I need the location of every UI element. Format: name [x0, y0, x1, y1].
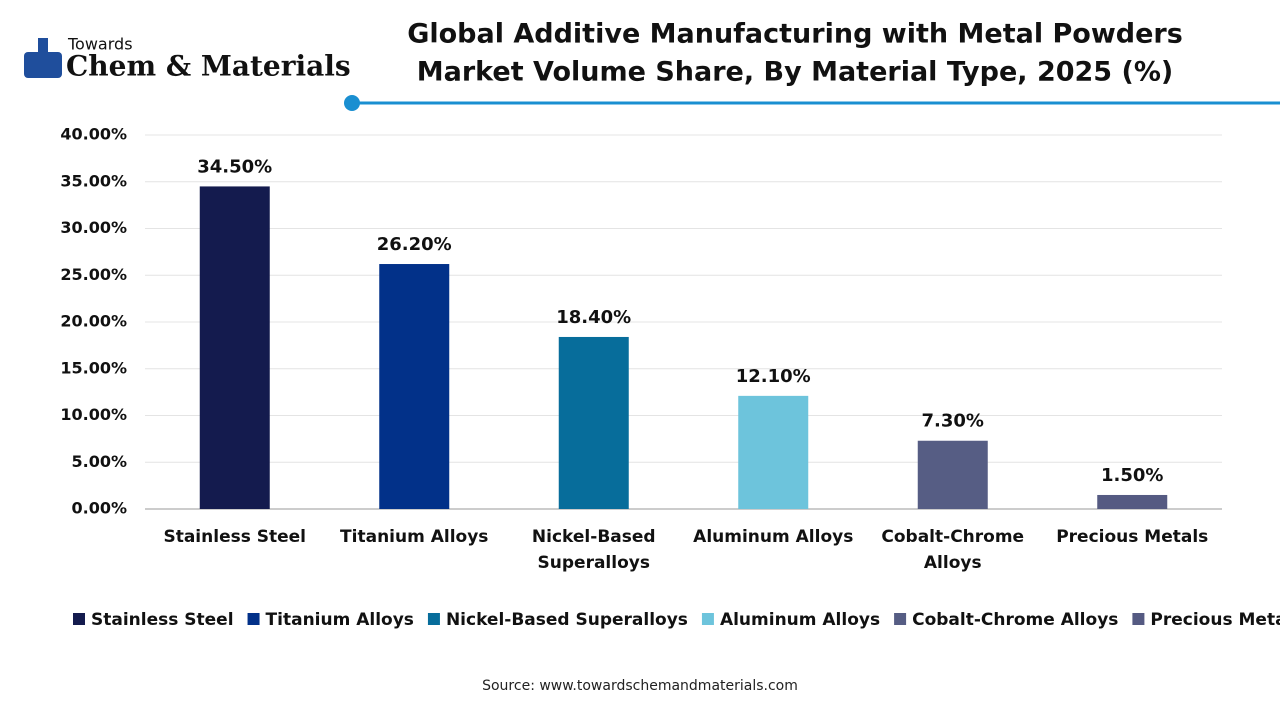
legend-swatch: [894, 613, 907, 625]
y-tick-label: 40.00%: [60, 125, 127, 144]
y-tick-label: 20.00%: [60, 312, 127, 331]
y-tick-label: 30.00%: [60, 218, 127, 237]
title-dot: [344, 95, 360, 111]
chart-title: Global Additive Manufacturing with Metal…: [407, 19, 1183, 50]
chart-title: Market Volume Share, By Material Type, 2…: [417, 57, 1173, 88]
bar: [379, 264, 450, 509]
logo-icon: [38, 38, 48, 54]
brand-top: Towards: [67, 35, 133, 54]
legend-label: Cobalt-Chrome Alloys: [912, 610, 1118, 630]
legend-swatch: [247, 613, 260, 625]
data-label: 1.50%: [1101, 465, 1163, 486]
y-tick-label: 10.00%: [60, 405, 127, 424]
legend-label: Stainless Steel: [91, 610, 234, 630]
data-label: 34.50%: [197, 156, 272, 177]
bar: [917, 440, 988, 509]
x-tick-label: Precious Metals: [1056, 527, 1208, 547]
y-tick-label: 5.00%: [71, 452, 127, 471]
brand-name: Chem & Materials: [66, 50, 351, 83]
y-tick-label: 15.00%: [60, 358, 127, 377]
logo-icon: [24, 52, 62, 78]
data-label: 12.10%: [736, 366, 811, 387]
data-label: 18.40%: [556, 307, 631, 328]
x-tick-label: Stainless Steel: [163, 527, 306, 547]
y-tick-label: 25.00%: [60, 265, 127, 284]
bar: [558, 336, 629, 509]
legend-swatch: [1132, 613, 1145, 625]
x-tick-label: Cobalt-Chrome Alloys: [881, 527, 1024, 573]
source: Source: www.towardschemandmaterials.com: [482, 678, 798, 694]
legend-label: Precious Metals: [1150, 610, 1280, 630]
x-tick-label: Aluminum Alloys: [693, 527, 853, 547]
x-tick-label: Nickel-Based Superalloys: [532, 527, 656, 573]
legend-label: Titanium Alloys: [266, 610, 414, 630]
x-tick-label: Titanium Alloys: [340, 527, 488, 547]
bar: [738, 395, 809, 509]
y-tick-label: 35.00%: [60, 171, 127, 190]
legend-swatch: [73, 613, 85, 625]
logo: Towards Chem & Materials: [24, 35, 351, 83]
bar: [199, 186, 270, 510]
legend-label: Nickel-Based Superalloys: [446, 610, 688, 630]
legend-swatch: [701, 613, 714, 625]
y-tick-label: 0.00%: [71, 499, 127, 518]
legend-label: Aluminum Alloys: [720, 610, 880, 630]
data-label: 26.20%: [377, 234, 452, 255]
legend-swatch: [427, 613, 440, 625]
bar: [1097, 494, 1168, 509]
data-label: 7.30%: [922, 411, 984, 432]
